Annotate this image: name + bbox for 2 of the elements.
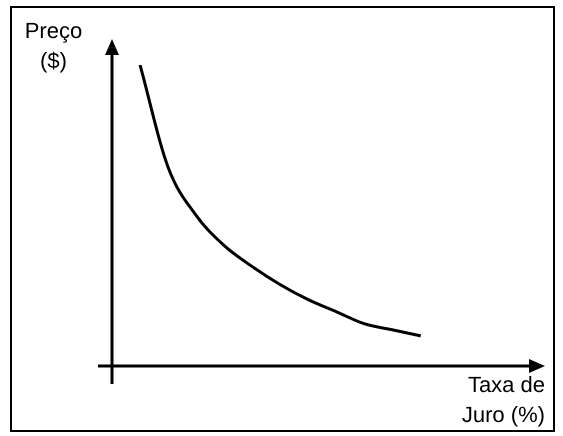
- y-axis-title: Preço ($): [24, 17, 84, 75]
- x-axis-title: Taxa de Juro (%): [460, 371, 545, 429]
